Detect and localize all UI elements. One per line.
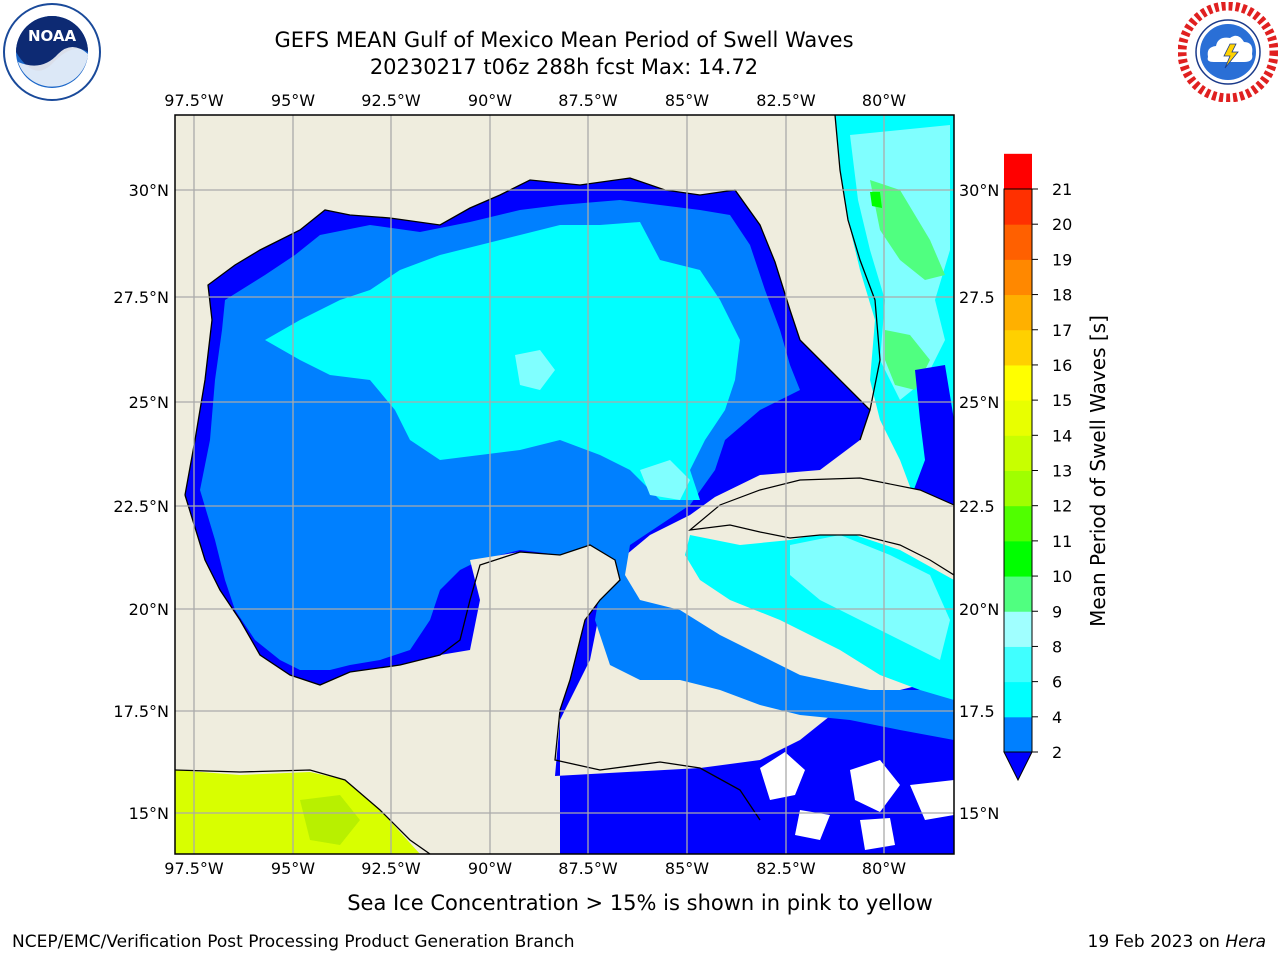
gulf-swell-6-8 — [265, 222, 740, 500]
colorbar-swatch — [1004, 681, 1032, 718]
colorbar-swatch — [1004, 224, 1032, 260]
footer-date: 19 Feb 2023 on Hera — [1088, 932, 1266, 952]
map-frame — [174, 114, 955, 855]
gulf-swell-8-9 — [515, 350, 555, 390]
colorbar-label: 18 — [1052, 286, 1072, 305]
lon-tick-bottom: 92.5°W — [361, 859, 421, 878]
lon-tick-top: 92.5°W — [361, 91, 421, 110]
lat-tick-right: 27.5 — [959, 288, 995, 307]
lon-tick-bottom: 82.5°W — [756, 859, 816, 878]
colorbar-label: 17 — [1052, 321, 1072, 340]
atlantic-swell-9-10 — [870, 180, 945, 280]
lon-tick-bottom: 95°W — [271, 859, 315, 878]
colorbar-label: 14 — [1052, 426, 1072, 445]
lat-tick-right: 22.5 — [959, 497, 995, 516]
colorbar-swatch — [1004, 153, 1032, 190]
colorbar-label: 15 — [1052, 391, 1072, 410]
colorbar-swatch — [1004, 576, 1032, 612]
lat-tick-right: 15°N — [959, 804, 999, 823]
lon-tick-top: 97.5°W — [164, 91, 224, 110]
lat-tick-left: 15°N — [129, 804, 169, 823]
colorbar-label: 13 — [1052, 462, 1072, 481]
footer-date-text: 19 Feb 2023 on — [1087, 932, 1226, 952]
lon-tick-bottom: 85°W — [665, 859, 709, 878]
lat-tick-right: 17.5 — [959, 702, 995, 721]
lon-tick-top: 87.5°W — [558, 91, 618, 110]
lon-tick-top: 80°W — [862, 91, 906, 110]
colorbar-label: 16 — [1052, 356, 1072, 375]
colorbar-swatch — [1004, 470, 1032, 507]
nws-logo — [1178, 2, 1278, 102]
map-area — [175, 115, 954, 854]
chart-title: GEFS MEAN Gulf of Mexico Mean Period of … — [274, 28, 854, 52]
colorbar-label: 4 — [1052, 708, 1062, 727]
colorbar-label: 8 — [1052, 637, 1062, 656]
graticule — [175, 115, 954, 854]
noaa-logo: NOAA — [3, 3, 101, 101]
colorbar-label: 19 — [1052, 250, 1072, 269]
colorbar-swatch — [1004, 189, 1032, 225]
no-data-patches — [760, 752, 805, 800]
colorbar-swatch — [1004, 435, 1032, 471]
colorbar-title: Mean Period of Swell Waves [s] — [1086, 315, 1110, 627]
lat-tick-right: 20°N — [959, 600, 999, 619]
lon-tick-bottom: 90°W — [468, 859, 512, 878]
lat-tick-left: 22.5°N — [113, 497, 169, 516]
lon-tick-bottom: 87.5°W — [558, 859, 618, 878]
colorbar-extend — [1003, 751, 1033, 782]
lon-tick-top: 95°W — [271, 91, 315, 110]
lat-tick-right: 25°N — [959, 393, 999, 412]
lon-tick-top: 82.5°W — [756, 91, 816, 110]
colorbar-label: 11 — [1052, 532, 1072, 551]
lat-tick-left: 27.5°N — [113, 288, 169, 307]
caribbean-swell-8-9 — [790, 535, 950, 660]
colorbar-label: 6 — [1052, 673, 1062, 692]
footer-host: Hera — [1225, 932, 1266, 952]
footer-credit: NCEP/EMC/Verification Post Processing Pr… — [12, 932, 575, 952]
yucatan-land — [345, 545, 620, 854]
colorbar-swatch — [1004, 716, 1032, 753]
pacific-swell-12-14 — [175, 770, 430, 854]
colorbar-swatch — [1004, 364, 1032, 401]
colorbar-label: 21 — [1052, 180, 1072, 199]
colorbar-swatch — [1004, 540, 1032, 577]
noaa-logo-text: NOAA — [28, 27, 77, 45]
colorbar: 2 4 6 8 9 10 11 12 13 14 15 16 17 18 19 20 21 — [1003, 153, 1072, 782]
lat-tick-left: 25°N — [129, 393, 169, 412]
colorbar-swatch — [1004, 259, 1032, 296]
lat-tick-right: 30°N — [959, 181, 999, 200]
colorbar-label: 9 — [1052, 602, 1062, 621]
lon-tick-bottom: 97.5°W — [164, 859, 224, 878]
colorbar-swatch — [1004, 505, 1032, 542]
colorbar-label: 2 — [1052, 743, 1062, 762]
lon-tick-top: 85°W — [665, 91, 709, 110]
lat-tick-left: 20°N — [129, 600, 169, 619]
coastlines — [175, 115, 881, 854]
lat-tick-left: 17.5°N — [113, 702, 169, 721]
colorbar-swatch — [1004, 294, 1032, 331]
colorbar-label: 10 — [1052, 567, 1072, 586]
lon-tick-top: 90°W — [468, 91, 512, 110]
lon-tick-bottom: 80°W — [862, 859, 906, 878]
lat-tick-left: 30°N — [129, 181, 169, 200]
colorbar-swatch — [1004, 329, 1032, 366]
colorbar-label: 20 — [1052, 215, 1072, 234]
colorbar-swatch — [1004, 611, 1032, 647]
sea-ice-caption: Sea Ice Concentration > 15% is shown in … — [347, 891, 933, 915]
colorbar-swatch — [1004, 646, 1032, 683]
colorbar-swatch — [1004, 400, 1032, 436]
chart-subtitle: 20230217 t06z 288h fcst Max: 14.72 — [369, 55, 759, 79]
colorbar-label: 12 — [1052, 497, 1072, 516]
cuba-land — [688, 477, 954, 576]
